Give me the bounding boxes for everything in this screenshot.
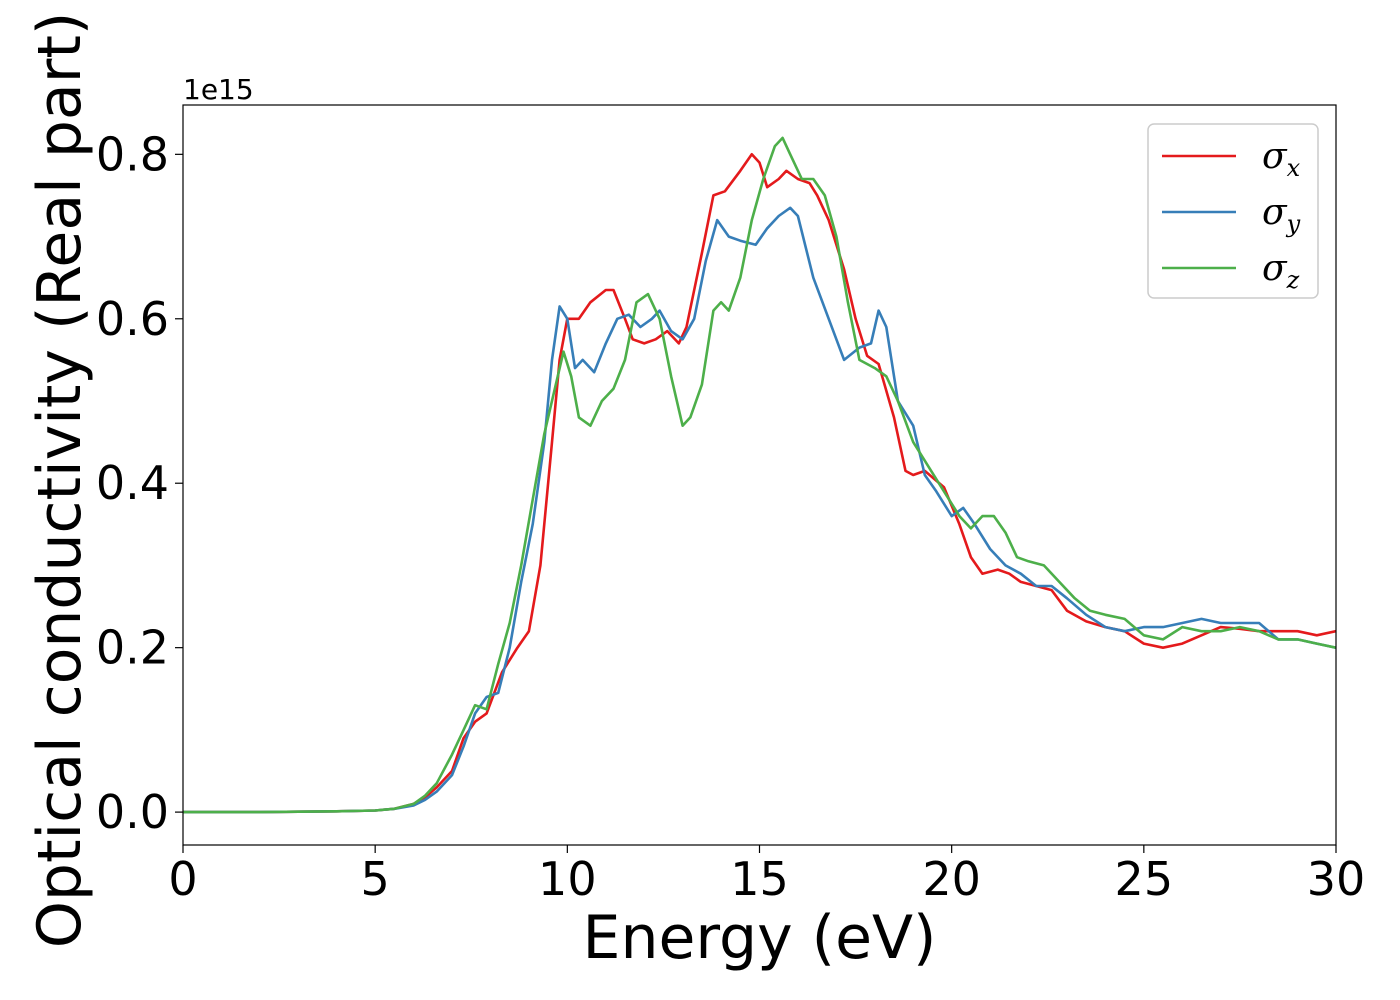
x-tick-label: 15 bbox=[730, 852, 789, 906]
y-tick-label: 0.8 bbox=[96, 127, 169, 181]
legend-label-sigma-z: σz bbox=[1262, 248, 1300, 294]
x-axis-title: Energy (eV) bbox=[583, 903, 937, 973]
y-tick-label: 0.6 bbox=[96, 292, 169, 346]
x-tick-label: 20 bbox=[922, 852, 981, 906]
y-offset-label: 1e15 bbox=[183, 73, 254, 106]
x-tick-label: 30 bbox=[1307, 852, 1366, 906]
y-axis: 0.0 0.2 0.4 0.6 0.8 bbox=[96, 127, 183, 839]
y-tick-label: 0.0 bbox=[96, 785, 169, 839]
y-tick-label: 0.2 bbox=[96, 621, 169, 675]
y-tick-label: 0.4 bbox=[96, 456, 169, 510]
series-line-sigma-x bbox=[183, 153, 1336, 814]
plot-area bbox=[183, 105, 1336, 845]
x-tick-label: 0 bbox=[168, 852, 197, 906]
series-line-sigma-y bbox=[183, 206, 1336, 814]
x-tick-label: 10 bbox=[538, 852, 597, 906]
x-tick-label: 25 bbox=[1115, 852, 1174, 906]
series-layer bbox=[183, 136, 1336, 814]
y-axis-title: Optical conductivity (Real part) bbox=[25, 12, 95, 949]
x-tick-label: 5 bbox=[361, 852, 390, 906]
x-axis: 0 5 10 15 20 25 30 bbox=[168, 845, 1365, 906]
series-line-sigma-z bbox=[183, 136, 1336, 814]
